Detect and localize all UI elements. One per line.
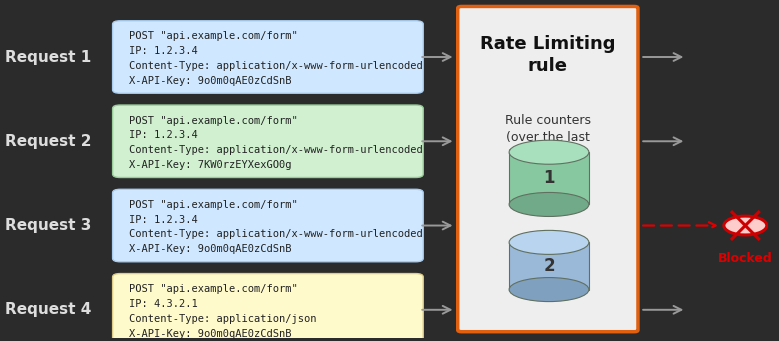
Text: Request 2: Request 2 xyxy=(5,134,92,149)
Text: X-API-Key: 9o0m0qAE0zCdSnB: X-API-Key: 9o0m0qAE0zCdSnB xyxy=(129,244,292,254)
Ellipse shape xyxy=(509,140,589,164)
Text: Request 3: Request 3 xyxy=(5,218,92,233)
Text: Content-Type: application/x-www-form-urlencoded: Content-Type: application/x-www-form-url… xyxy=(129,61,423,71)
Text: POST "api.example.com/form": POST "api.example.com/form" xyxy=(129,200,298,210)
FancyBboxPatch shape xyxy=(113,189,423,262)
Text: X-API-Key: 9o0m0qAE0zCdSnB: X-API-Key: 9o0m0qAE0zCdSnB xyxy=(129,76,292,86)
Text: POST "api.example.com/form": POST "api.example.com/form" xyxy=(129,284,298,294)
Text: IP: 4.3.2.1: IP: 4.3.2.1 xyxy=(129,299,198,309)
FancyBboxPatch shape xyxy=(113,105,423,178)
Text: POST "api.example.com/form": POST "api.example.com/form" xyxy=(129,116,298,125)
Text: IP: 1.2.3.4: IP: 1.2.3.4 xyxy=(129,214,198,225)
FancyBboxPatch shape xyxy=(113,21,423,93)
Text: Rule counters
(over the last
10 seconds):: Rule counters (over the last 10 seconds)… xyxy=(505,114,590,161)
Bar xyxy=(509,242,589,290)
Text: X-API-Key: 9o0m0qAE0zCdSnB: X-API-Key: 9o0m0qAE0zCdSnB xyxy=(129,328,292,339)
Text: Content-Type: application/x-www-form-urlencoded: Content-Type: application/x-www-form-url… xyxy=(129,145,423,155)
Text: Content-Type: application/json: Content-Type: application/json xyxy=(129,314,317,324)
Text: 2: 2 xyxy=(543,257,555,275)
FancyBboxPatch shape xyxy=(113,273,423,341)
Ellipse shape xyxy=(509,278,589,301)
Text: Content-Type: application/x-www-form-urlencoded: Content-Type: application/x-www-form-url… xyxy=(129,229,423,239)
Text: 1: 1 xyxy=(543,169,555,187)
Text: IP: 1.2.3.4: IP: 1.2.3.4 xyxy=(129,130,198,140)
Bar xyxy=(509,152,589,205)
Text: IP: 1.2.3.4: IP: 1.2.3.4 xyxy=(129,46,198,56)
Text: Request 4: Request 4 xyxy=(5,302,92,317)
Text: Rate Limiting
rule: Rate Limiting rule xyxy=(480,35,615,75)
Text: Request 1: Request 1 xyxy=(5,49,91,64)
Text: Blocked: Blocked xyxy=(718,252,773,266)
Text: POST "api.example.com/form": POST "api.example.com/form" xyxy=(129,31,298,41)
Text: X-API-Key: 7KW0rzEYXexGO0g: X-API-Key: 7KW0rzEYXexGO0g xyxy=(129,160,292,170)
Ellipse shape xyxy=(509,192,589,217)
FancyBboxPatch shape xyxy=(458,6,638,332)
Ellipse shape xyxy=(509,231,589,254)
Circle shape xyxy=(724,216,767,235)
